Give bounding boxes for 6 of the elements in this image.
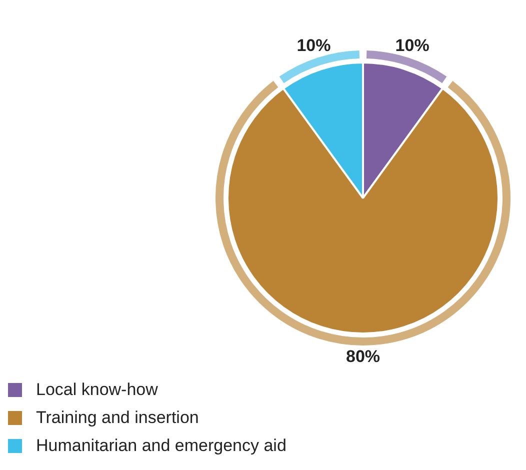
data-label: 10% [395,36,430,55]
data-label: 10% [296,36,331,55]
legend-label: Training and insertion [36,408,199,428]
legend-label: Humanitarian and emergency aid [36,436,286,456]
data-label: 80% [346,347,380,366]
legend-label: Local know-how [36,380,158,400]
